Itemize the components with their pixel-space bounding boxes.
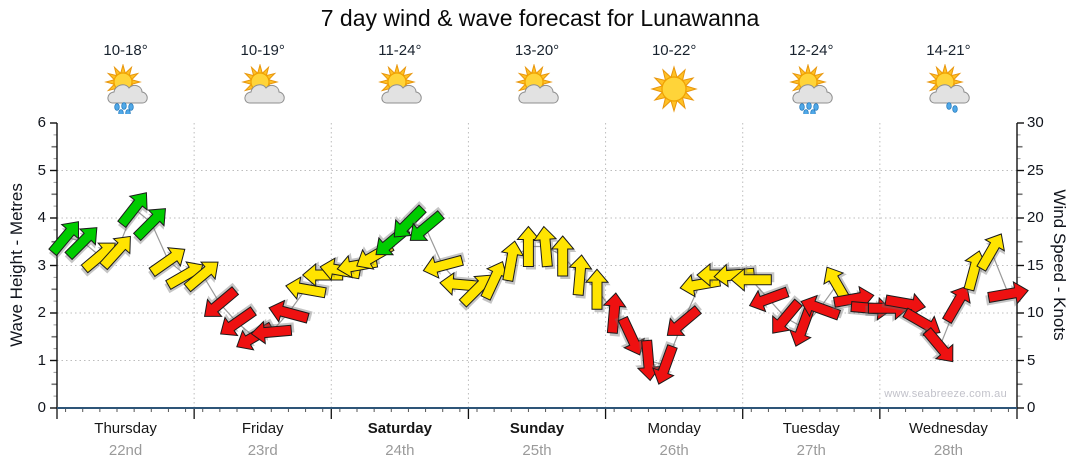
day-name-label: Thursday xyxy=(94,420,157,437)
wind-arrow xyxy=(772,295,803,334)
day-date-label: 22nd xyxy=(108,442,143,459)
wave-height-tick-label: 4 xyxy=(37,209,46,226)
day-temp-label: 11-24° xyxy=(378,42,422,59)
day-name-label: Wednesday xyxy=(908,420,988,437)
wind-speed-tick-label: 5 xyxy=(1027,351,1036,369)
wind-arrow xyxy=(516,225,542,270)
wind-speed-tick-label: 15 xyxy=(1027,256,1044,274)
wind-speed-tick-label: 20 xyxy=(1027,209,1044,226)
wind-arrow xyxy=(99,235,131,274)
wind-arrow xyxy=(602,292,628,337)
day-name-label: Tuesday xyxy=(782,420,840,437)
wind-arrow xyxy=(409,206,445,241)
wave-height-tick-label: 6 xyxy=(37,114,46,131)
wave-height-tick-label: 3 xyxy=(37,256,46,274)
wind-speed-line xyxy=(65,207,1009,367)
day-name-label: Saturday xyxy=(367,420,432,437)
wind-arrow xyxy=(651,341,678,385)
day-temp-label: 10-18° xyxy=(103,42,148,59)
wind-arrow xyxy=(117,192,148,232)
wind-arrow xyxy=(148,247,186,281)
day-temp-label: 10-22° xyxy=(651,42,697,59)
wind-arrow xyxy=(393,201,427,238)
wind-arrow xyxy=(183,261,219,296)
day-date-label: 27th xyxy=(796,442,826,459)
wind-arrow xyxy=(422,252,466,279)
wind-arrow xyxy=(550,235,577,279)
chart-title: 7 day wind & wave forecast for Lunawanna xyxy=(320,5,760,31)
day-name-label: Sunday xyxy=(509,420,565,437)
wind-speed-tick-label: 0 xyxy=(1027,399,1036,416)
wind-arrow xyxy=(800,294,845,321)
wind-arrow xyxy=(64,227,98,264)
wave-height-tick-label: 1 xyxy=(37,351,46,369)
wind-arrow xyxy=(203,282,240,317)
wind-arrow xyxy=(730,266,775,292)
wave-height-tick-label: 2 xyxy=(37,304,46,321)
wind-arrow xyxy=(533,225,559,270)
wind-arrow xyxy=(268,298,313,324)
wind-arrow xyxy=(748,283,791,313)
day-temp-label: 12-24° xyxy=(789,42,834,59)
wind-arrow xyxy=(614,314,645,356)
wave-height-tick-label: 5 xyxy=(37,161,46,179)
day-temp-label: 10-19° xyxy=(240,42,285,59)
wind-arrow xyxy=(285,275,330,301)
day-date-label: 28th xyxy=(933,442,964,459)
day-name-label: Friday xyxy=(241,420,284,437)
day-date-label: 26th xyxy=(659,442,689,459)
wind-arrow xyxy=(568,254,594,299)
wind-arrow xyxy=(666,301,702,336)
wind-arrow xyxy=(985,280,1029,307)
day-name-label: Monday xyxy=(647,420,701,437)
wind-arrow xyxy=(584,268,611,313)
wind-arrow xyxy=(919,327,954,363)
wind-speed-tick-label: 25 xyxy=(1027,161,1044,179)
day-temp-label: 13-20° xyxy=(514,42,560,59)
day-temp-label: 14-21° xyxy=(926,42,971,59)
day-date-label: 23rd xyxy=(247,442,278,459)
wind-arrow xyxy=(48,221,80,260)
day-date-label: 24th xyxy=(385,442,415,459)
wind-speed-tick-label: 10 xyxy=(1027,304,1044,321)
wind-speed-tick-label: 30 xyxy=(1027,114,1044,131)
wind-arrow xyxy=(500,240,526,285)
wind-arrow xyxy=(250,318,295,345)
wind-arrow xyxy=(941,285,971,328)
wind-arrow xyxy=(219,303,258,337)
day-date-label: 25th xyxy=(522,442,552,459)
watermark: www.seabreeze.com.au xyxy=(884,388,1007,400)
wave-height-tick-label: 0 xyxy=(37,399,46,416)
wind-arrow xyxy=(132,208,166,245)
wind-arrow xyxy=(976,233,1006,276)
